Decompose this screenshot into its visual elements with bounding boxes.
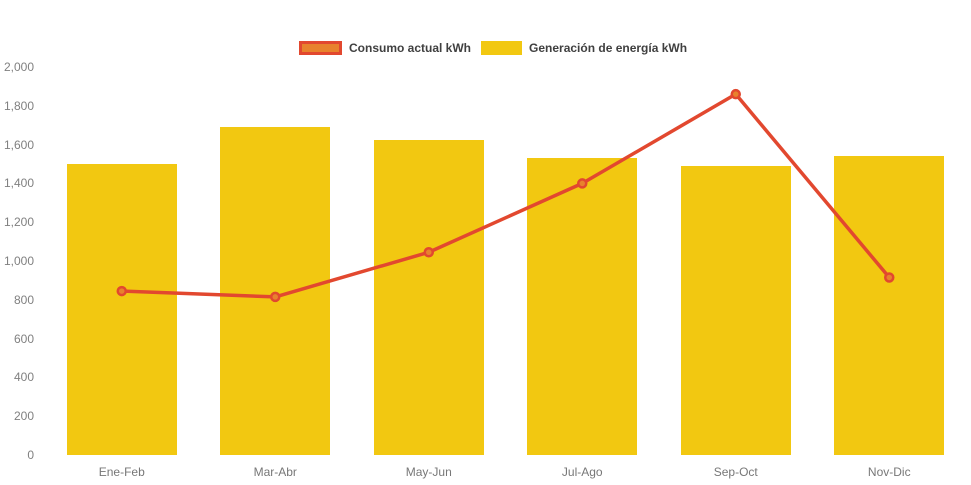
consumption-line xyxy=(121,92,891,299)
y-axis-tick-label: 2,000 xyxy=(3,60,34,74)
y-axis-tick-label: 1,200 xyxy=(3,215,34,230)
legend-item-consumo-actual-kwh[interactable]: Consumo actual kWh xyxy=(299,41,471,55)
line-point-nov-dic[interactable]: Consumo actual kWh: 915 xyxy=(884,272,895,283)
y-axis-tick-label: 0 xyxy=(27,448,34,462)
line-point-jul-ago[interactable]: Consumo actual kWh: 1400 xyxy=(577,178,588,189)
legend-swatch-line xyxy=(299,41,342,55)
legend-item-generacion-de-energia-kwh[interactable]: Generación de energía kWh xyxy=(481,41,687,55)
bar-may-jun[interactable] xyxy=(373,139,484,455)
bar-jul-ago[interactable] xyxy=(527,158,638,455)
legend-swatch-bar xyxy=(481,41,523,55)
y-axis-tick-label: 1,000 xyxy=(3,254,34,268)
y-axis-tick-label: 200 xyxy=(13,409,34,424)
y-axis-tick-label: 1,600 xyxy=(3,137,34,152)
line-point-may-jun[interactable]: Consumo actual kWh: 1045 xyxy=(423,247,434,258)
line-point-sep-oct[interactable]: Consumo actual kWh: 1860 xyxy=(730,88,741,100)
chart-legend: Consumo actual kWh Generación de energía … xyxy=(299,41,697,55)
y-axis-tick-label: 800 xyxy=(13,292,34,307)
y-axis-tick-label: 600 xyxy=(13,331,34,346)
legend-label: Generación de energía kWh xyxy=(529,41,688,55)
bar-nov-dic[interactable] xyxy=(834,156,945,455)
bar-mar-abr[interactable] xyxy=(220,127,331,455)
y-axis: 0 200 400 600 800 1,000 1,200 1,400 1,600 1,800 2,… xyxy=(0,0,34,485)
line-point-ene-feb[interactable]: Consumo actual kWh: 845 xyxy=(116,285,127,297)
y-axis-tick-label: 1,800 xyxy=(3,98,34,113)
bar-sep-oct[interactable] xyxy=(680,165,791,455)
y-axis-tick-label: 1,400 xyxy=(3,176,34,191)
y-axis-tick-label: 400 xyxy=(13,370,34,385)
legend-label: Consumo actual kWh xyxy=(349,41,472,55)
bar-ene-feb[interactable] xyxy=(66,164,177,455)
line-point-mar-abr[interactable]: Consumo actual kWh: 815 xyxy=(270,291,281,303)
